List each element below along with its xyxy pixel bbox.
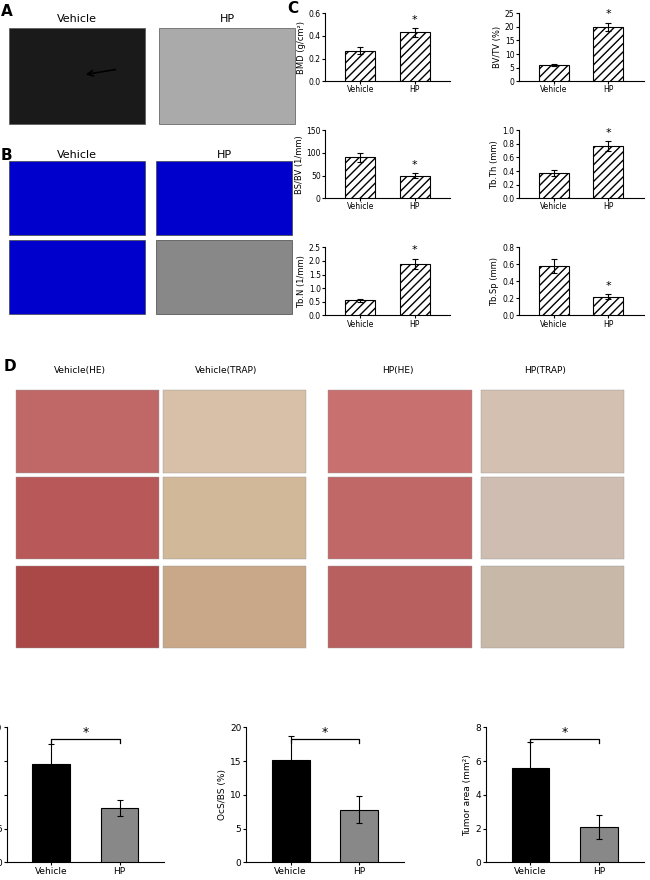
Y-axis label: BV/TV (%): BV/TV (%) [493, 26, 502, 69]
Y-axis label: Tb.Th (mm): Tb.Th (mm) [491, 140, 500, 188]
FancyBboxPatch shape [162, 477, 306, 559]
Bar [539, 65, 569, 81]
Y-axis label: Tb.Sp (mm): Tb.Sp (mm) [491, 257, 500, 306]
Bar [593, 26, 623, 81]
FancyBboxPatch shape [481, 477, 625, 559]
Y-axis label: OcS/BS (%): OcS/BS (%) [218, 769, 227, 820]
FancyBboxPatch shape [10, 239, 145, 314]
Text: *: * [605, 128, 611, 138]
FancyBboxPatch shape [481, 391, 625, 473]
Text: Vehicle(HE): Vehicle(HE) [54, 366, 106, 375]
Text: *: * [412, 15, 417, 25]
FancyBboxPatch shape [157, 239, 292, 314]
FancyBboxPatch shape [162, 391, 306, 473]
Bar [580, 827, 617, 862]
Bar [32, 765, 70, 862]
Bar [345, 51, 375, 81]
Text: *: * [605, 281, 611, 290]
FancyBboxPatch shape [162, 566, 306, 648]
Text: *: * [322, 726, 328, 738]
Bar [341, 810, 378, 862]
Text: *: * [412, 246, 417, 255]
Text: A: A [1, 4, 12, 18]
Bar [400, 264, 430, 315]
FancyBboxPatch shape [481, 566, 625, 648]
FancyBboxPatch shape [328, 477, 471, 559]
Text: B: B [1, 148, 12, 163]
Bar [539, 173, 569, 198]
Bar [593, 146, 623, 198]
Text: *: * [605, 10, 611, 19]
FancyBboxPatch shape [159, 28, 294, 124]
FancyBboxPatch shape [16, 391, 159, 473]
Bar [593, 297, 623, 315]
Bar [400, 176, 430, 198]
Text: HP(TRAP): HP(TRAP) [524, 366, 566, 375]
Text: HP: HP [220, 14, 235, 24]
FancyBboxPatch shape [16, 477, 159, 559]
Bar [345, 158, 375, 198]
Bar [539, 266, 569, 315]
Bar [400, 33, 430, 81]
Text: *: * [412, 160, 417, 170]
Text: HP: HP [216, 150, 231, 160]
FancyBboxPatch shape [16, 566, 159, 648]
Y-axis label: Tumor area (mm²): Tumor area (mm²) [463, 754, 473, 836]
Text: C: C [287, 1, 298, 16]
Bar [345, 300, 375, 315]
Text: *: * [562, 726, 568, 738]
Text: Vehicle: Vehicle [57, 14, 97, 24]
Bar [101, 809, 138, 862]
Text: D: D [3, 359, 16, 374]
Bar [272, 759, 309, 862]
FancyBboxPatch shape [10, 28, 145, 124]
Text: *: * [82, 726, 88, 738]
FancyBboxPatch shape [328, 391, 471, 473]
Text: HP(HE): HP(HE) [382, 366, 414, 375]
Y-axis label: BMD (g/cm²): BMD (g/cm²) [297, 21, 306, 74]
Y-axis label: BS/BV (1/mm): BS/BV (1/mm) [294, 135, 304, 194]
FancyBboxPatch shape [328, 566, 471, 648]
FancyBboxPatch shape [10, 161, 145, 235]
Y-axis label: Tb.N (1/mm): Tb.N (1/mm) [297, 255, 306, 308]
Text: Vehicle: Vehicle [57, 150, 97, 160]
Text: Vehicle(TRAP): Vehicle(TRAP) [195, 366, 257, 375]
Bar [512, 767, 549, 862]
FancyBboxPatch shape [157, 161, 292, 235]
